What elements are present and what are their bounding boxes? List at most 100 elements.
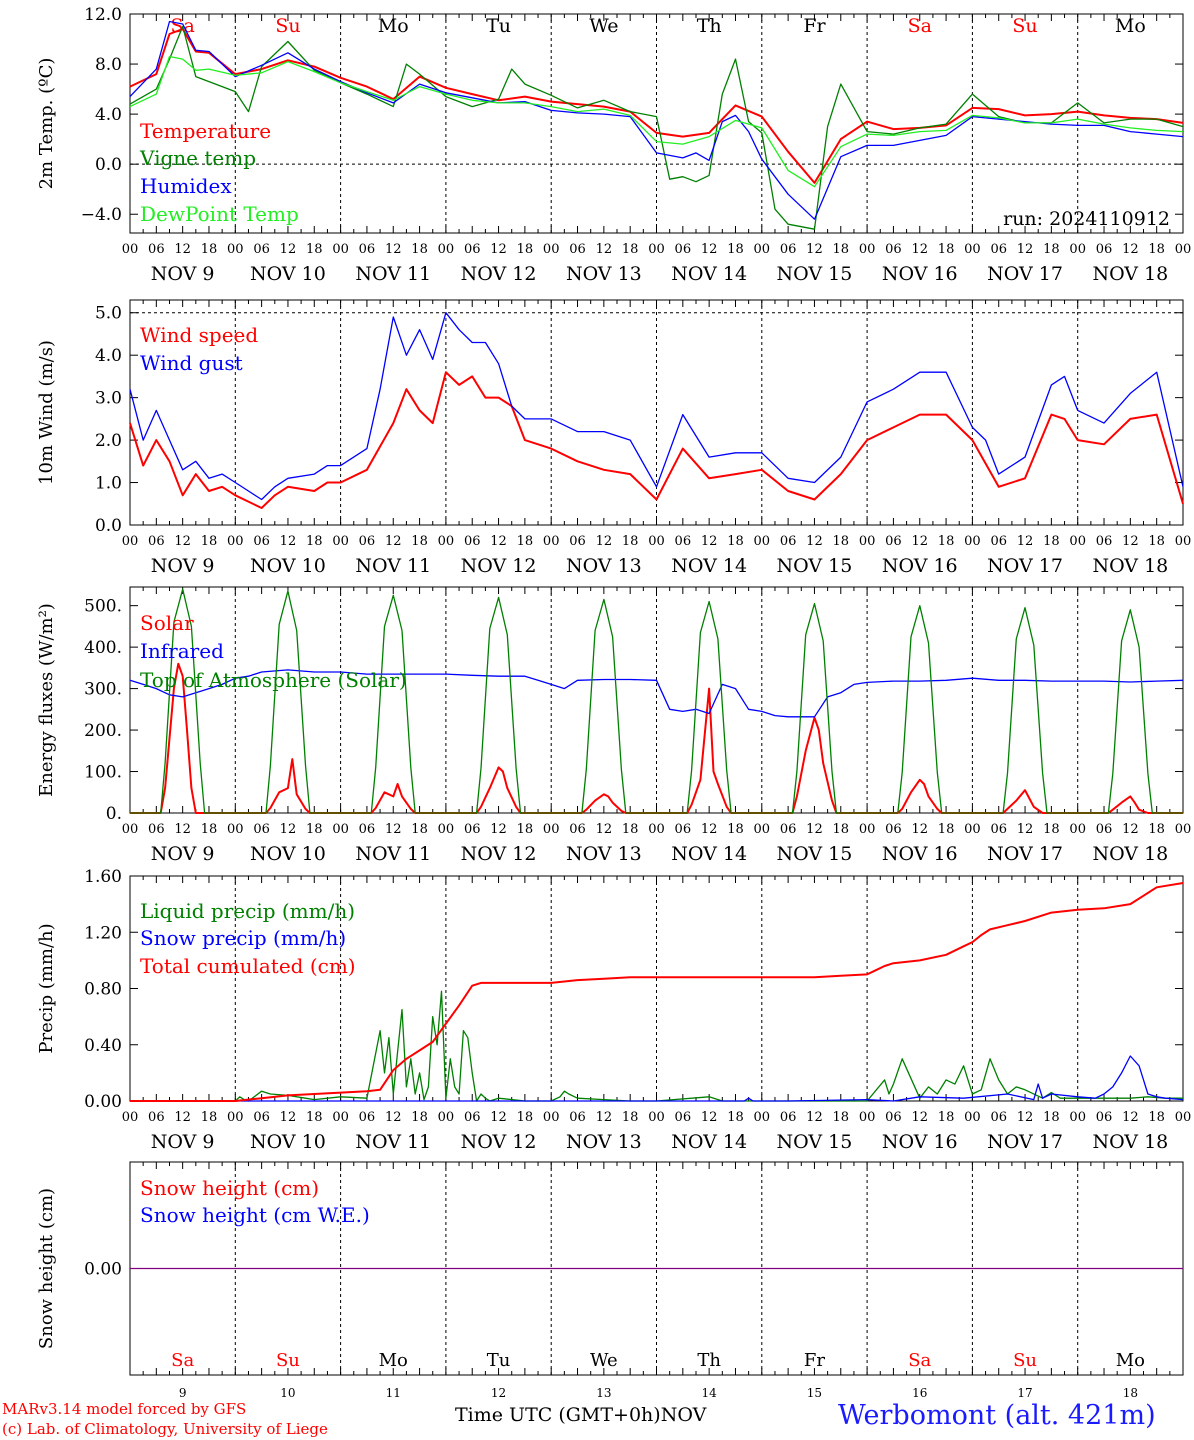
hour-label: 12 <box>280 534 297 549</box>
date-label: NOV 14 <box>671 843 747 865</box>
hour-label: 00 <box>1175 1110 1192 1125</box>
y-tick-label: 4.0 <box>95 105 122 125</box>
hour-label: 12 <box>1017 1110 1034 1125</box>
weekday-label: Mo <box>1116 1350 1145 1371</box>
hour-label: 00 <box>332 1110 349 1125</box>
hour-label: 06 <box>780 1110 797 1125</box>
hour-label: 12 <box>174 242 191 257</box>
hour-label: 00 <box>543 534 560 549</box>
weekday-label: We <box>590 1350 618 1371</box>
hour-label: 12 <box>490 242 507 257</box>
day-number: 14 <box>702 1386 718 1400</box>
hour-label: 06 <box>148 534 165 549</box>
panel-2: 0.0 1.0 2.0 3.0 4.0 5.0 10m Wind (m/s) 00 06 12 18… <box>36 299 1191 577</box>
date-label: NOV 13 <box>566 1131 642 1153</box>
y-tick-label: 100. <box>84 763 122 783</box>
hour-label: 06 <box>675 534 692 549</box>
hour-label: 06 <box>1096 1110 1113 1125</box>
hour-label: 12 <box>806 1110 823 1125</box>
hour-label: 00 <box>1175 822 1192 837</box>
hour-label: 06 <box>990 534 1007 549</box>
y-tick-label: 0.00 <box>84 1092 122 1112</box>
hour-label: 00 <box>438 822 455 837</box>
date-label: NOV 10 <box>250 555 326 577</box>
date-label: NOV 14 <box>671 1131 747 1153</box>
hour-label: 00 <box>648 242 665 257</box>
date-label: NOV 9 <box>151 555 215 577</box>
date-label: NOV 13 <box>566 555 642 577</box>
hour-label: 18 <box>517 822 534 837</box>
hour-label: 06 <box>464 822 481 837</box>
hour-label: 18 <box>1148 242 1165 257</box>
day-number: 15 <box>807 1386 822 1400</box>
weekday-label: Mo <box>378 15 409 37</box>
hour-label: 12 <box>280 242 297 257</box>
weekday-label: Su <box>276 1350 300 1371</box>
legend-entry: Solar <box>140 611 194 635</box>
series-line <box>129 669 1184 718</box>
date-label: NOV 14 <box>671 263 747 285</box>
hour-label: 00 <box>859 534 876 549</box>
hour-label: 18 <box>938 822 955 837</box>
hour-label: 00 <box>754 242 771 257</box>
y-tick-label: −4.0 <box>81 205 122 225</box>
series-line <box>129 55 1184 188</box>
hour-label: 12 <box>911 242 928 257</box>
y-tick-label: 2.0 <box>95 431 122 451</box>
hour-label: 18 <box>201 534 218 549</box>
date-label: NOV 17 <box>987 1131 1063 1153</box>
hour-label: 00 <box>543 242 560 257</box>
y-axis-title: 2m Temp. (ºC) <box>36 58 57 190</box>
weekday-label: Fr <box>804 1350 825 1371</box>
hour-label: 00 <box>122 534 139 549</box>
panel-frame <box>129 299 1184 526</box>
weekday-label: Mo <box>1115 15 1146 37</box>
hour-label: 12 <box>490 534 507 549</box>
day-number: 17 <box>1017 1386 1032 1400</box>
date-label: NOV 11 <box>355 1131 431 1153</box>
hour-label: 12 <box>806 534 823 549</box>
hour-label: 12 <box>596 1110 613 1125</box>
hour-label: 12 <box>385 534 402 549</box>
hour-label: 12 <box>1122 1110 1139 1125</box>
legend-entry: Wind speed <box>140 323 258 347</box>
hour-label: 06 <box>569 242 586 257</box>
hour-label: 00 <box>332 534 349 549</box>
hour-label: 00 <box>754 534 771 549</box>
hour-label: 06 <box>569 534 586 549</box>
hour-label: 06 <box>253 822 270 837</box>
legend-entry: Liquid precip (mm/h) <box>140 899 355 923</box>
y-tick-label: 0.0 <box>95 155 122 175</box>
hour-label: 18 <box>727 534 744 549</box>
hour-label: 06 <box>148 822 165 837</box>
date-label: NOV 17 <box>987 843 1063 865</box>
hour-label: 18 <box>1148 534 1165 549</box>
date-label: NOV 9 <box>151 1131 215 1153</box>
hour-label: 06 <box>1096 242 1113 257</box>
model-credit: MARv3.14 model forced by GFS <box>2 1400 247 1418</box>
hour-label: 06 <box>675 1110 692 1125</box>
hour-label: 00 <box>438 1110 455 1125</box>
date-label: NOV 15 <box>777 263 853 285</box>
date-label: NOV 14 <box>671 555 747 577</box>
hour-label: 18 <box>517 534 534 549</box>
hour-label: 06 <box>885 242 902 257</box>
hour-label: 00 <box>964 1110 981 1125</box>
weekday-label: Su <box>1013 1350 1037 1371</box>
y-tick-label: 12.0 <box>84 5 122 25</box>
hour-label: 18 <box>622 822 639 837</box>
y-tick-label: 300. <box>84 680 122 700</box>
date-label: NOV 9 <box>151 263 215 285</box>
series-line <box>129 20 1184 220</box>
weekday-label: Fr <box>803 15 826 37</box>
panel-5: 0.00 Snow height (cm) Sa Su Mo Tu We Th Fr Sa Su Mo… <box>36 1161 1184 1400</box>
legend-entry: Snow height (cm W.E.) <box>140 1203 370 1227</box>
hour-label: 12 <box>174 534 191 549</box>
hour-label: 06 <box>780 242 797 257</box>
hour-label: 12 <box>1122 242 1139 257</box>
hour-label: 06 <box>885 1110 902 1125</box>
hour-label: 06 <box>464 242 481 257</box>
lab-credit: (c) Lab. of Climatology, University of L… <box>2 1420 328 1438</box>
hour-label: 12 <box>701 242 718 257</box>
